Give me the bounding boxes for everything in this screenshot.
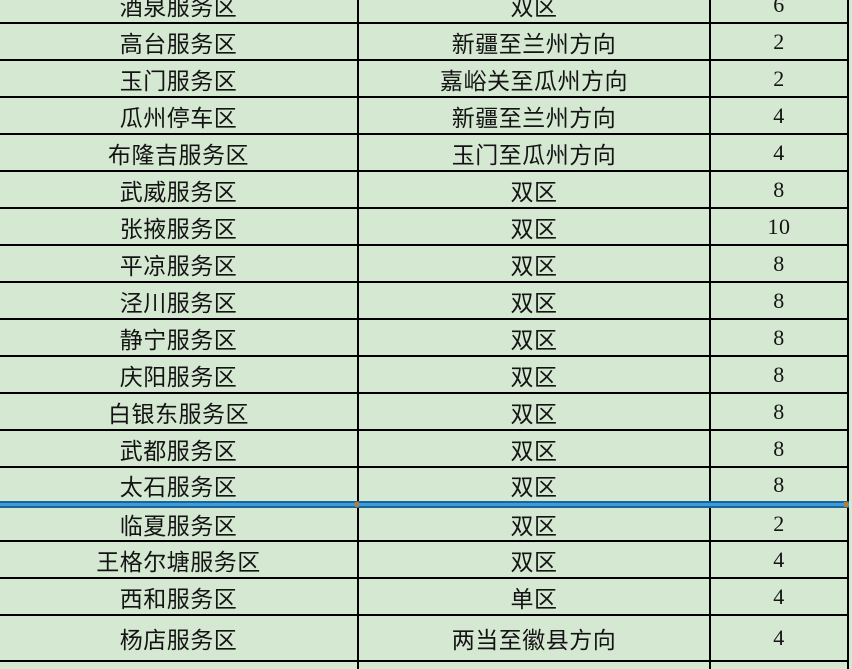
count-cell[interactable]: 8 bbox=[711, 468, 849, 501]
table-row: 平凉服务区 双区 8 bbox=[0, 246, 852, 283]
direction-cell[interactable]: 单区 bbox=[359, 579, 711, 616]
count-cell[interactable]: 4 bbox=[711, 616, 849, 662]
table-row: 武威服务区 双区 8 bbox=[0, 172, 852, 209]
count-cell[interactable]: 8 bbox=[711, 394, 849, 431]
count-cell[interactable]: 10 bbox=[711, 209, 849, 246]
service-area-name-cell[interactable]: 太石服务区 bbox=[0, 468, 359, 501]
count-cell[interactable]: 4 bbox=[711, 542, 849, 579]
count-cell[interactable]: 2 bbox=[711, 24, 849, 61]
direction-cell[interactable]: 嘉峪关至瓜州方向 bbox=[359, 61, 711, 98]
blue-split-divider bbox=[0, 501, 849, 508]
direction-cell[interactable] bbox=[359, 662, 711, 669]
count-cell[interactable]: 8 bbox=[711, 320, 849, 357]
table-row: 高台服务区 新疆至兰州方向 2 bbox=[0, 24, 852, 61]
service-area-name-cell[interactable]: 玉门服务区 bbox=[0, 61, 359, 98]
service-area-name-cell[interactable]: 武都服务区 bbox=[0, 431, 359, 468]
count-cell[interactable]: 8 bbox=[711, 246, 849, 283]
count-cell[interactable]: 4 bbox=[711, 98, 849, 135]
direction-cell[interactable]: 双区 bbox=[359, 508, 711, 542]
service-area-name-cell[interactable]: 高台服务区 bbox=[0, 24, 359, 61]
table-row: 临夏服务区 双区 2 bbox=[0, 508, 852, 542]
count-cell[interactable]: 6 bbox=[711, 0, 849, 24]
direction-cell[interactable]: 双区 bbox=[359, 431, 711, 468]
direction-cell[interactable]: 两当至徽县方向 bbox=[359, 616, 711, 662]
count-cell[interactable]: 2 bbox=[711, 508, 849, 542]
table-row: 太石服务区 双区 8 bbox=[0, 468, 852, 501]
service-area-name-cell[interactable]: 静宁服务区 bbox=[0, 320, 359, 357]
table-row: 酒泉服务区 双区 6 bbox=[0, 0, 852, 24]
table-row: 泾川服务区 双区 8 bbox=[0, 283, 852, 320]
table-row-partial bbox=[0, 662, 852, 669]
service-area-name-cell[interactable]: 白银东服务区 bbox=[0, 394, 359, 431]
direction-cell[interactable]: 双区 bbox=[359, 0, 711, 24]
service-area-name-cell[interactable]: 瓜州停车区 bbox=[0, 98, 359, 135]
table-row: 布隆吉服务区 玉门至瓜州方向 4 bbox=[0, 135, 852, 172]
direction-cell[interactable]: 双区 bbox=[359, 246, 711, 283]
table-row: 瓜州停车区 新疆至兰州方向 4 bbox=[0, 98, 852, 135]
count-cell[interactable]: 8 bbox=[711, 172, 849, 209]
table-row: 武都服务区 双区 8 bbox=[0, 431, 852, 468]
service-area-name-cell[interactable]: 杨店服务区 bbox=[0, 616, 359, 662]
direction-cell[interactable]: 双区 bbox=[359, 283, 711, 320]
count-cell[interactable]: 8 bbox=[711, 283, 849, 320]
service-area-name-cell[interactable]: 平凉服务区 bbox=[0, 246, 359, 283]
table-row: 西和服务区 单区 4 bbox=[0, 579, 852, 616]
count-cell[interactable]: 8 bbox=[711, 357, 849, 394]
count-cell[interactable]: 8 bbox=[711, 431, 849, 468]
count-cell[interactable]: 4 bbox=[711, 135, 849, 172]
direction-cell[interactable]: 新疆至兰州方向 bbox=[359, 98, 711, 135]
service-area-name-cell[interactable]: 布隆吉服务区 bbox=[0, 135, 359, 172]
service-area-name-cell[interactable]: 王格尔塘服务区 bbox=[0, 542, 359, 579]
divider-accent-mark bbox=[355, 502, 359, 507]
direction-cell[interactable]: 双区 bbox=[359, 394, 711, 431]
table-row: 王格尔塘服务区 双区 4 bbox=[0, 542, 852, 579]
direction-cell[interactable]: 新疆至兰州方向 bbox=[359, 24, 711, 61]
service-area-name-cell[interactable] bbox=[0, 662, 359, 669]
service-area-name-cell[interactable]: 庆阳服务区 bbox=[0, 357, 359, 394]
table-row: 杨店服务区 两当至徽县方向 4 bbox=[0, 616, 852, 662]
count-cell[interactable]: 4 bbox=[711, 579, 849, 616]
table-row: 玉门服务区 嘉峪关至瓜州方向 2 bbox=[0, 61, 852, 98]
direction-cell[interactable]: 玉门至瓜州方向 bbox=[359, 135, 711, 172]
count-cell[interactable]: 2 bbox=[711, 61, 849, 98]
direction-cell[interactable]: 双区 bbox=[359, 357, 711, 394]
service-area-name-cell[interactable]: 张掖服务区 bbox=[0, 209, 359, 246]
table-row: 静宁服务区 双区 8 bbox=[0, 320, 852, 357]
direction-cell[interactable]: 双区 bbox=[359, 320, 711, 357]
divider-accent-mark bbox=[844, 502, 848, 507]
service-area-name-cell[interactable]: 泾川服务区 bbox=[0, 283, 359, 320]
count-cell[interactable] bbox=[711, 662, 849, 669]
service-area-name-cell[interactable]: 武威服务区 bbox=[0, 172, 359, 209]
table-row: 白银东服务区 双区 8 bbox=[0, 394, 852, 431]
direction-cell[interactable]: 双区 bbox=[359, 209, 711, 246]
table-row: 张掖服务区 双区 10 bbox=[0, 209, 852, 246]
service-area-name-cell[interactable]: 临夏服务区 bbox=[0, 508, 359, 542]
service-area-name-cell[interactable]: 西和服务区 bbox=[0, 579, 359, 616]
direction-cell[interactable]: 双区 bbox=[359, 542, 711, 579]
direction-cell[interactable]: 双区 bbox=[359, 468, 711, 501]
table-row: 庆阳服务区 双区 8 bbox=[0, 357, 852, 394]
service-area-name-cell[interactable]: 酒泉服务区 bbox=[0, 0, 359, 24]
direction-cell[interactable]: 双区 bbox=[359, 172, 711, 209]
